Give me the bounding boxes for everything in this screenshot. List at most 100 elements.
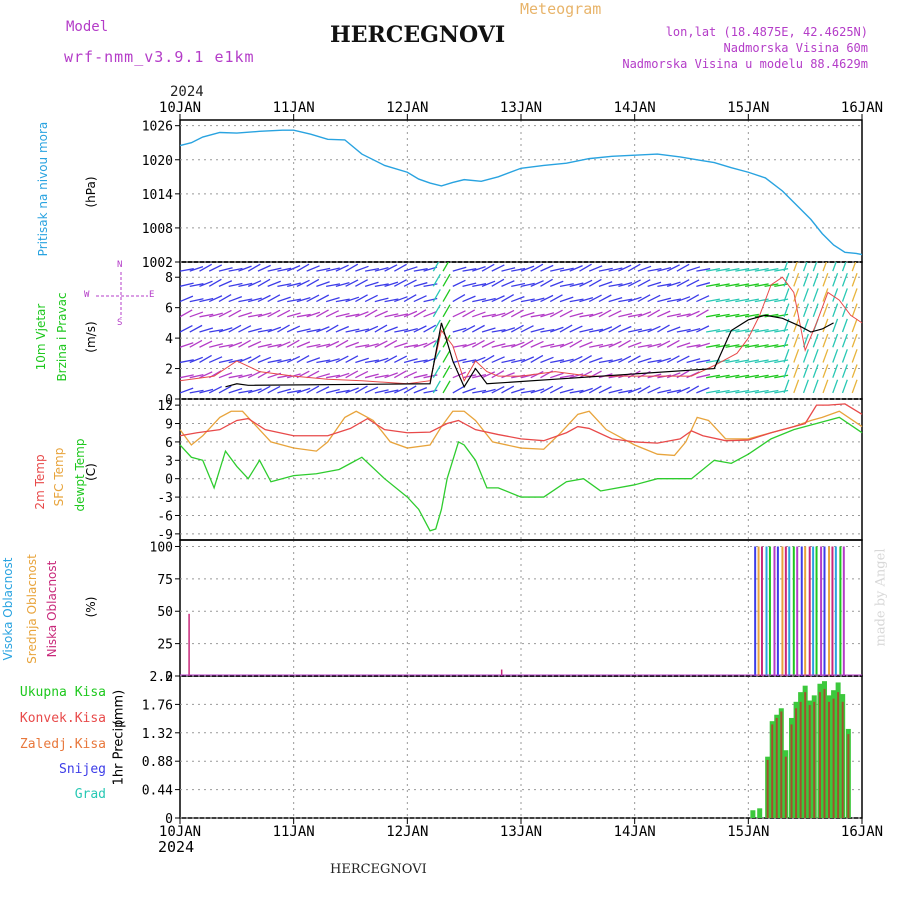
wind-barb [286,325,301,333]
wind-barb [403,358,418,364]
wind-barb [432,319,441,333]
conv-precip-bar [823,688,826,818]
wind-barb [511,267,526,272]
wind-barb [384,298,399,303]
wind-barb [559,267,574,272]
compass-w: W [84,290,90,300]
conv-precip-bar [780,711,783,818]
pressure-line [179,129,863,256]
altitude-model: Nadmorska Visina u modelu 88.4629m [622,57,868,71]
wind-barb [432,380,441,394]
wind-barb [432,289,441,302]
wind-barb [579,387,593,394]
wind-barb [277,324,290,333]
wind-barb [228,358,243,364]
wind-barb [696,387,710,394]
wind-barb [442,304,451,318]
wind-barb [316,373,331,379]
wind-barb [238,325,252,333]
wind-barb [286,355,301,364]
wind-barb [267,343,282,348]
wind-barb [189,311,204,318]
wind-barb [764,389,779,394]
wind-barb [228,296,243,303]
wind-barb [208,386,223,394]
wind-barb [832,349,839,363]
wind-barb [247,280,262,287]
wind-barb [851,272,858,287]
wind-barb [189,374,204,379]
legend-graupel: Grad [74,787,106,802]
wind-barb [647,267,662,272]
wind-barb [257,312,272,318]
wind-barb [520,389,535,394]
wind-barb [812,333,819,348]
wind-barb [208,278,222,287]
wind-barb [355,385,368,394]
wind-barb [442,365,451,379]
wind-barb [696,309,709,318]
wind-barb [666,339,680,348]
wind-barb [306,278,320,287]
wind-barb [841,379,848,394]
wind-barb [706,374,721,379]
wind-barb [569,355,583,364]
wind-barb [501,358,516,364]
wind-barb [627,296,642,303]
wind-barb [452,279,466,287]
wind-barb [715,298,730,303]
wind-barb [832,272,839,287]
wind-barb [462,374,477,379]
wind-barb [257,294,271,303]
wind-barb [325,324,339,333]
wind-barb [637,265,652,272]
wind-barb [247,354,261,364]
wind-barb [832,262,837,272]
x-tick-label: 15JAN [727,100,769,116]
wind-barb [257,370,271,379]
wind-barb [754,328,769,333]
wind-barb [394,279,407,287]
wind-barb [199,340,213,348]
wind-barb [706,268,721,272]
wind-barb [637,385,651,394]
wind-barb [326,374,341,379]
wind-barb [696,325,710,333]
wind-barb [189,339,203,348]
wind-barb [355,357,369,364]
wind-barb [364,294,378,303]
wind-barb [471,339,485,348]
wind-barb [325,267,340,272]
wind-barb [589,343,604,348]
wind-barb [394,296,408,303]
wind-barb [491,356,505,364]
wind-barb [841,262,847,272]
wind-barb [647,386,661,394]
wind-barb [520,265,535,272]
wind-barb [812,379,819,394]
wind-barb [345,263,359,272]
wind-barb [364,343,379,348]
wind-barb [754,283,769,287]
y-tick-label: 0.88 [142,755,173,770]
wind-barb [666,281,681,287]
wind-barb [355,370,369,379]
wind-barb [364,309,378,318]
wind-barb [501,385,515,394]
wind-barb [355,328,370,333]
wind-barb [511,341,525,348]
wind-barb [676,386,691,394]
wind-barb [218,280,233,287]
wind-barb [676,279,690,287]
wind-barb [667,298,682,303]
wind-barb [667,313,681,318]
wind-barb [481,388,496,394]
model-label: Model [66,19,109,35]
wind-barb [325,388,340,394]
wind-barb [345,387,359,394]
wind-barb [841,288,848,302]
wind-barb [637,370,651,379]
wind-barb [588,278,602,287]
conv-precip-bar [766,759,769,818]
